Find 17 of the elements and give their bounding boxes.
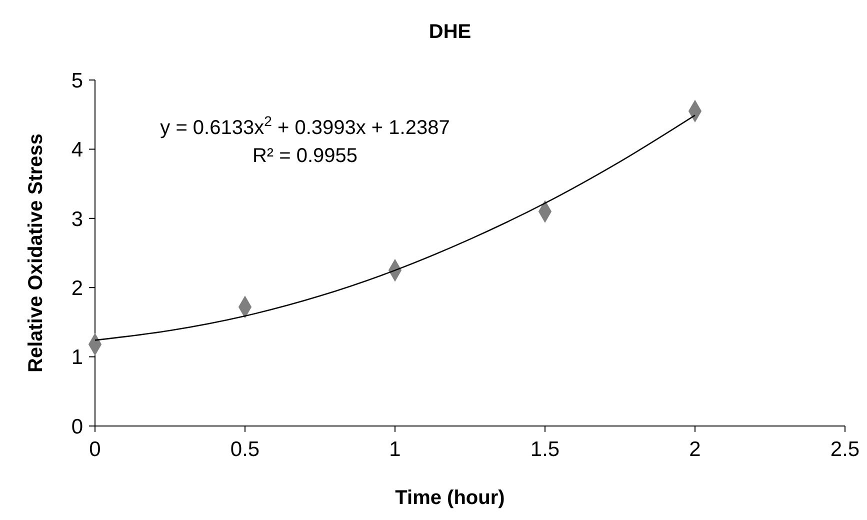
- y-tick-label: 3: [71, 208, 83, 231]
- y-tick-label: 1: [71, 346, 83, 370]
- y-tick-label: 4: [71, 138, 84, 162]
- x-tick-label: 2.5: [830, 438, 860, 461]
- x-tick-label: 1.5: [530, 438, 560, 461]
- chart-title: DHE: [428, 21, 472, 43]
- x-tick-label: 2: [689, 438, 701, 461]
- y-tick-label: 0: [71, 415, 83, 438]
- y-tick-label: 2: [71, 276, 83, 300]
- x-tick-label: 0.5: [230, 438, 260, 461]
- x-tick-label: 1: [389, 438, 401, 461]
- y-tick-label: 5: [71, 69, 83, 92]
- y-axis-title: Relative Oxidative Stress: [25, 133, 47, 373]
- annotation: y = 0.6133x$^{2}$ + 0.3993x + 1.2387: [160, 113, 450, 139]
- x-tick-label: 0: [89, 438, 101, 461]
- annotation: R² = 0.9955: [252, 145, 358, 167]
- x-axis-title: Time (hour): [395, 487, 505, 509]
